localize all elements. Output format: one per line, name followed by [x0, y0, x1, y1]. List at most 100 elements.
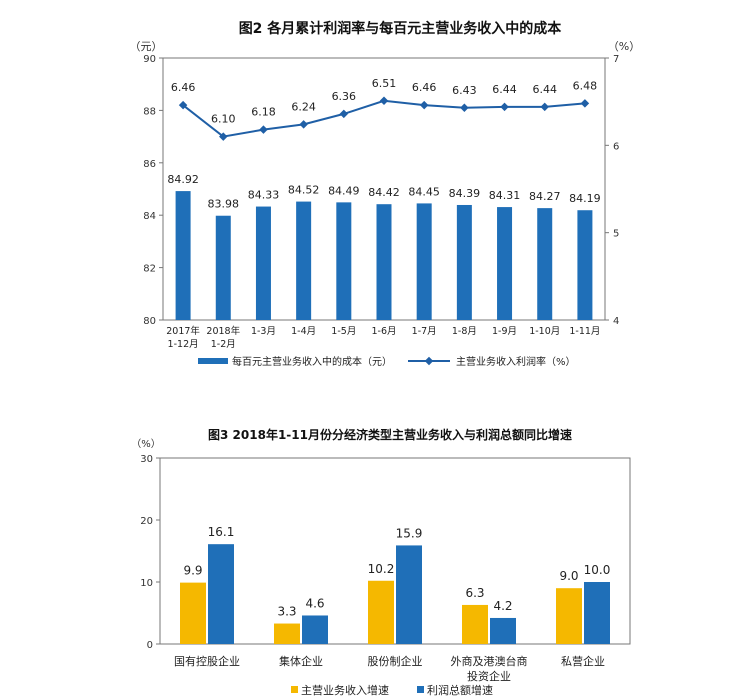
right-tick-label: 4: [613, 316, 619, 327]
x-tick-label: 私营企业: [561, 654, 605, 668]
line-value-label: 6.10: [211, 113, 236, 126]
legend-label-rate: 主营业务收入利润率（%）: [456, 355, 576, 368]
bar-profit-growth: [584, 582, 610, 644]
y-tick-label: 20: [140, 516, 153, 527]
x-tick-label: 1-4月: [291, 326, 316, 337]
legend-swatch-revenue: [291, 686, 298, 693]
left-tick-label: 80: [143, 316, 156, 327]
left-tick-label: 82: [143, 264, 156, 275]
bar-value-label: 84.33: [248, 189, 280, 202]
legend-label-revenue: 主营业务收入增速: [301, 683, 389, 697]
legend-label-profit: 利润总额增速: [427, 683, 493, 697]
x-tick-label: 股份制企业: [368, 654, 423, 668]
bar-value-label: 10.0: [584, 563, 611, 577]
bar-revenue-growth: [180, 582, 206, 644]
bar-cost: [456, 204, 472, 320]
bar-profit-growth: [208, 544, 234, 644]
left-tick-label: 90: [143, 54, 156, 65]
line-value-label: 6.43: [452, 84, 477, 97]
bar-cost: [296, 201, 312, 320]
bar-cost: [215, 215, 231, 320]
chart-cost-and-profit-rate: 图2 各月累计利润率与每百元主营业务收入中的成本 （元） （%） 80 82 84 86 88…: [130, 20, 641, 368]
x-tick-label: 外商及港澳台商投资企业: [451, 654, 528, 683]
line-value-label: 6.36: [332, 90, 357, 103]
bar-revenue-growth: [556, 588, 582, 644]
bar-value-label: 4.2: [493, 599, 512, 613]
right-axis-unit: （%）: [608, 40, 640, 53]
left-axis-unit: （%）: [131, 438, 161, 450]
line-point: [460, 103, 469, 113]
bar-profit-growth: [396, 545, 422, 644]
line-value-label: 6.46: [412, 81, 437, 94]
bar-value-label: 15.9: [396, 526, 423, 540]
legend-swatch-profit: [417, 686, 424, 693]
bar-value-label: 83.98: [208, 198, 240, 211]
x-tick-label: 1-6月: [371, 326, 396, 337]
bar-cost: [255, 206, 271, 320]
left-axis-unit: （元）: [130, 40, 163, 53]
line-value-label: 6.44: [532, 83, 557, 96]
bar-revenue-growth: [462, 604, 488, 644]
bar-value-label: 10.2: [368, 562, 395, 576]
left-tick-label: 84: [143, 211, 156, 222]
left-tick-label: 86: [143, 159, 156, 170]
bar-value-label: 84.19: [569, 192, 601, 205]
x-tick-label: 1-5月: [331, 326, 356, 337]
legend-swatch-cost: [198, 358, 228, 364]
left-tick-label: 88: [143, 106, 156, 117]
bar-cost: [416, 203, 432, 320]
x-tick-label: 1-10月: [529, 326, 560, 337]
bar-value-label: 84.39: [449, 187, 481, 200]
line-value-label: 6.51: [372, 77, 397, 90]
x-tick-label: 集体企业: [279, 654, 323, 668]
line-point: [419, 100, 429, 110]
bar-cost: [175, 191, 191, 320]
bar-value-label: 84.52: [288, 184, 320, 197]
bar-value-label: 84.27: [529, 190, 561, 203]
chart-title: 图3 2018年1-11月份分经济类型主营业务收入与利润总额同比增速: [208, 427, 572, 442]
bar-value-label: 3.3: [277, 605, 296, 619]
x-tick-label: 1-3月: [251, 326, 276, 337]
bar-cost: [577, 210, 593, 320]
bar-cost: [497, 207, 513, 320]
bar-value-label: 16.1: [208, 525, 235, 539]
bar-value-label: 84.42: [368, 186, 400, 199]
x-tick-label: 2018年 1-2月: [206, 325, 240, 350]
x-tick-label: 2017年 1-12月: [166, 325, 200, 350]
line-point: [178, 100, 188, 110]
bar-value-label: 84.49: [328, 184, 360, 197]
y-tick-label: 10: [140, 578, 153, 589]
y-tick-label: 30: [140, 454, 153, 465]
bar-cost: [336, 202, 352, 320]
line-point: [500, 102, 509, 112]
bar-value-label: 84.92: [167, 173, 199, 186]
bar-value-label: 6.3: [465, 586, 484, 600]
bar-value-label: 9.0: [559, 569, 578, 583]
bar-value-label: 4.6: [305, 596, 324, 610]
line-point: [540, 102, 549, 112]
bar-revenue-growth: [274, 623, 300, 644]
right-tick-label: 7: [613, 54, 619, 65]
x-tick-label: 1-8月: [452, 326, 477, 337]
bar-value-label: 84.45: [408, 185, 440, 198]
y-tick-label: 0: [147, 640, 153, 651]
bar-revenue-growth: [368, 580, 394, 644]
line-profit-rate: [182, 99, 585, 138]
x-tick-label: 1-7月: [412, 326, 437, 337]
line-value-label: 6.48: [573, 79, 598, 92]
line-point: [259, 125, 268, 134]
line-value-label: 6.24: [291, 100, 316, 113]
bar-value-label: 84.31: [489, 189, 521, 202]
line-value-label: 6.44: [492, 83, 517, 96]
line-point: [580, 99, 590, 108]
line-point: [379, 96, 389, 106]
right-tick-label: 5: [613, 229, 619, 240]
line-point: [299, 120, 308, 129]
legend-label-cost: 每百元主营业务收入中的成本（元）: [232, 355, 392, 368]
bar-cost: [376, 204, 392, 320]
line-value-label: 6.18: [251, 106, 276, 119]
x-tick-label: 国有控股企业: [174, 654, 240, 668]
x-tick-label: 1-9月: [492, 326, 517, 337]
legend-marker-rate: [424, 356, 434, 366]
line-value-label: 6.46: [171, 81, 196, 94]
